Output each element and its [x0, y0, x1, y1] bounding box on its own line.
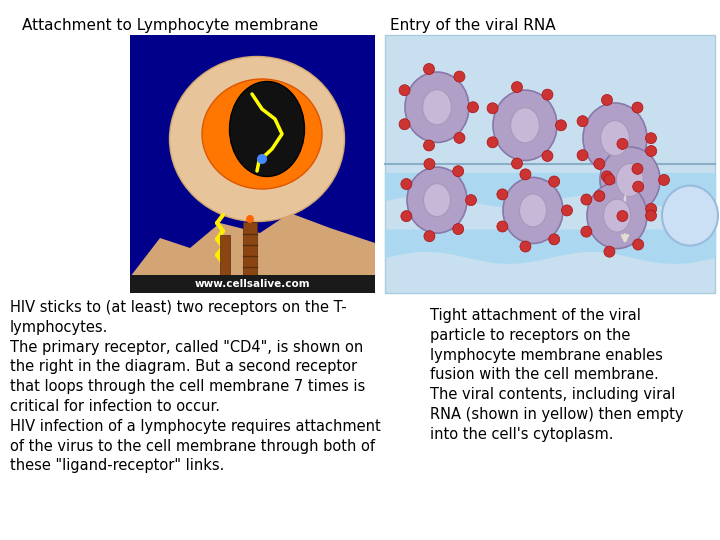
Circle shape — [562, 205, 572, 216]
Circle shape — [454, 132, 465, 144]
Circle shape — [594, 158, 605, 170]
Circle shape — [646, 204, 657, 214]
Circle shape — [520, 241, 531, 252]
Circle shape — [594, 191, 605, 201]
Circle shape — [424, 231, 435, 242]
Ellipse shape — [405, 72, 469, 143]
Bar — [385, 35, 715, 293]
Circle shape — [453, 166, 464, 177]
Circle shape — [399, 119, 410, 130]
Circle shape — [617, 211, 628, 221]
Ellipse shape — [583, 103, 647, 173]
Circle shape — [604, 246, 615, 257]
Ellipse shape — [169, 57, 344, 221]
Circle shape — [542, 151, 553, 161]
Circle shape — [549, 176, 559, 187]
Circle shape — [401, 211, 412, 222]
Ellipse shape — [510, 107, 539, 143]
Ellipse shape — [493, 90, 557, 160]
Circle shape — [453, 224, 464, 234]
Circle shape — [549, 234, 559, 245]
Ellipse shape — [520, 194, 546, 227]
Circle shape — [577, 150, 588, 161]
Ellipse shape — [603, 199, 631, 232]
Ellipse shape — [423, 184, 451, 217]
Ellipse shape — [230, 82, 305, 177]
Circle shape — [659, 174, 670, 185]
Circle shape — [454, 71, 465, 82]
Ellipse shape — [662, 186, 718, 246]
Circle shape — [511, 82, 523, 92]
Ellipse shape — [202, 79, 322, 189]
Circle shape — [601, 171, 613, 182]
Circle shape — [632, 163, 643, 174]
Circle shape — [646, 146, 657, 157]
Ellipse shape — [600, 147, 660, 213]
Circle shape — [601, 94, 613, 105]
Circle shape — [633, 181, 644, 192]
Bar — [220, 235, 230, 277]
Circle shape — [581, 226, 592, 237]
Ellipse shape — [587, 183, 647, 248]
Circle shape — [423, 140, 434, 151]
Circle shape — [617, 138, 628, 150]
Circle shape — [487, 137, 498, 148]
Circle shape — [646, 133, 657, 144]
Ellipse shape — [600, 120, 629, 156]
Circle shape — [511, 158, 523, 169]
Circle shape — [246, 215, 254, 223]
Circle shape — [497, 221, 508, 232]
Circle shape — [487, 103, 498, 114]
Ellipse shape — [503, 178, 563, 244]
Circle shape — [520, 169, 531, 180]
Circle shape — [423, 64, 434, 75]
Polygon shape — [130, 213, 375, 277]
Circle shape — [604, 174, 615, 185]
Ellipse shape — [423, 90, 451, 125]
Circle shape — [577, 116, 588, 127]
Circle shape — [581, 194, 592, 205]
Circle shape — [633, 239, 644, 250]
Circle shape — [542, 89, 553, 100]
Circle shape — [556, 120, 567, 131]
Text: Tight attachment of the viral
particle to receptors on the
lymphocyte membrane e: Tight attachment of the viral particle t… — [430, 308, 683, 442]
Ellipse shape — [616, 164, 644, 197]
Bar — [130, 275, 375, 293]
Bar — [130, 35, 375, 293]
Text: www.cellsalive.com: www.cellsalive.com — [194, 279, 310, 289]
Circle shape — [399, 85, 410, 96]
Circle shape — [466, 194, 477, 206]
Circle shape — [632, 102, 643, 113]
Circle shape — [646, 210, 657, 221]
Bar — [243, 222, 257, 277]
Text: HIV sticks to (at least) two receptors on the T-
lymphocytes.
The primary recept: HIV sticks to (at least) two receptors o… — [10, 300, 381, 474]
Text: Attachment to Lymphocyte membrane: Attachment to Lymphocyte membrane — [22, 18, 318, 33]
Circle shape — [424, 159, 435, 170]
Circle shape — [401, 179, 412, 190]
Circle shape — [497, 189, 508, 200]
Circle shape — [257, 154, 267, 164]
Ellipse shape — [407, 167, 467, 233]
Text: Entry of the viral RNA: Entry of the viral RNA — [390, 18, 556, 33]
Circle shape — [467, 102, 479, 113]
